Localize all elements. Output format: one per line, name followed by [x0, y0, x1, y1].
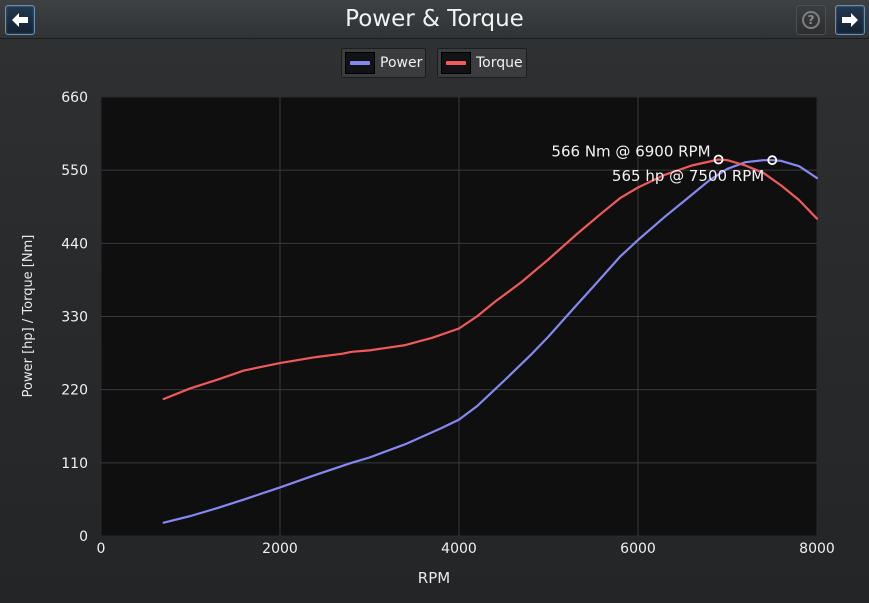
x-tick-label: 0 [97, 541, 106, 557]
x-axis-label: RPM [418, 569, 450, 587]
series-lines [162, 158, 819, 524]
y-tick-label: 0 [79, 529, 88, 545]
peak-marker [713, 154, 724, 165]
y-tick-label: 110 [61, 456, 88, 472]
legend-power-label: Power [380, 55, 423, 71]
peak-annotation-label: 565 hp @ 7500 RPM [612, 167, 764, 185]
help-icon: ? [802, 11, 820, 29]
peak-annotation-label: 566 Nm @ 6900 RPM [551, 143, 710, 161]
legend-torque-swatch [441, 52, 471, 74]
torque-series-line [162, 158, 819, 401]
x-tick-label: 8000 [799, 541, 835, 557]
peak-marker [767, 155, 778, 166]
arrow-left-icon [12, 13, 28, 27]
legend-power-toggle[interactable]: Power [341, 48, 426, 78]
back-button[interactable] [5, 5, 35, 35]
forward-button[interactable] [835, 5, 865, 35]
grid-lines [101, 97, 817, 536]
y-tick-label: 220 [61, 383, 88, 399]
legend-torque-label: Torque [476, 55, 523, 71]
y-tick-label: 330 [61, 310, 88, 326]
window-title: Power & Torque [345, 6, 524, 32]
y-tick-label: 440 [61, 236, 88, 252]
tick-labels: 0 2000 4000 6000 8000 0 110 220 330 440 550 660 [61, 90, 835, 557]
x-tick-label: 4000 [441, 541, 477, 557]
y-axis-label: Power [hp] / Torque [Nm] [21, 235, 36, 398]
annotations: 566 Nm @ 6900 RPM 565 hp @ 7500 RPM [551, 143, 778, 185]
x-tick-label: 6000 [620, 541, 656, 557]
y-tick-label: 660 [61, 90, 88, 106]
help-button[interactable]: ? [796, 5, 826, 35]
arrow-right-icon [842, 13, 858, 27]
legend-torque-toggle[interactable]: Torque [437, 48, 527, 78]
x-tick-label: 2000 [262, 541, 298, 557]
power-series-line [162, 159, 819, 524]
legend-power-swatch [345, 52, 375, 74]
title-bar: Power & Torque ? [0, 0, 869, 39]
y-tick-label: 550 [61, 163, 88, 179]
